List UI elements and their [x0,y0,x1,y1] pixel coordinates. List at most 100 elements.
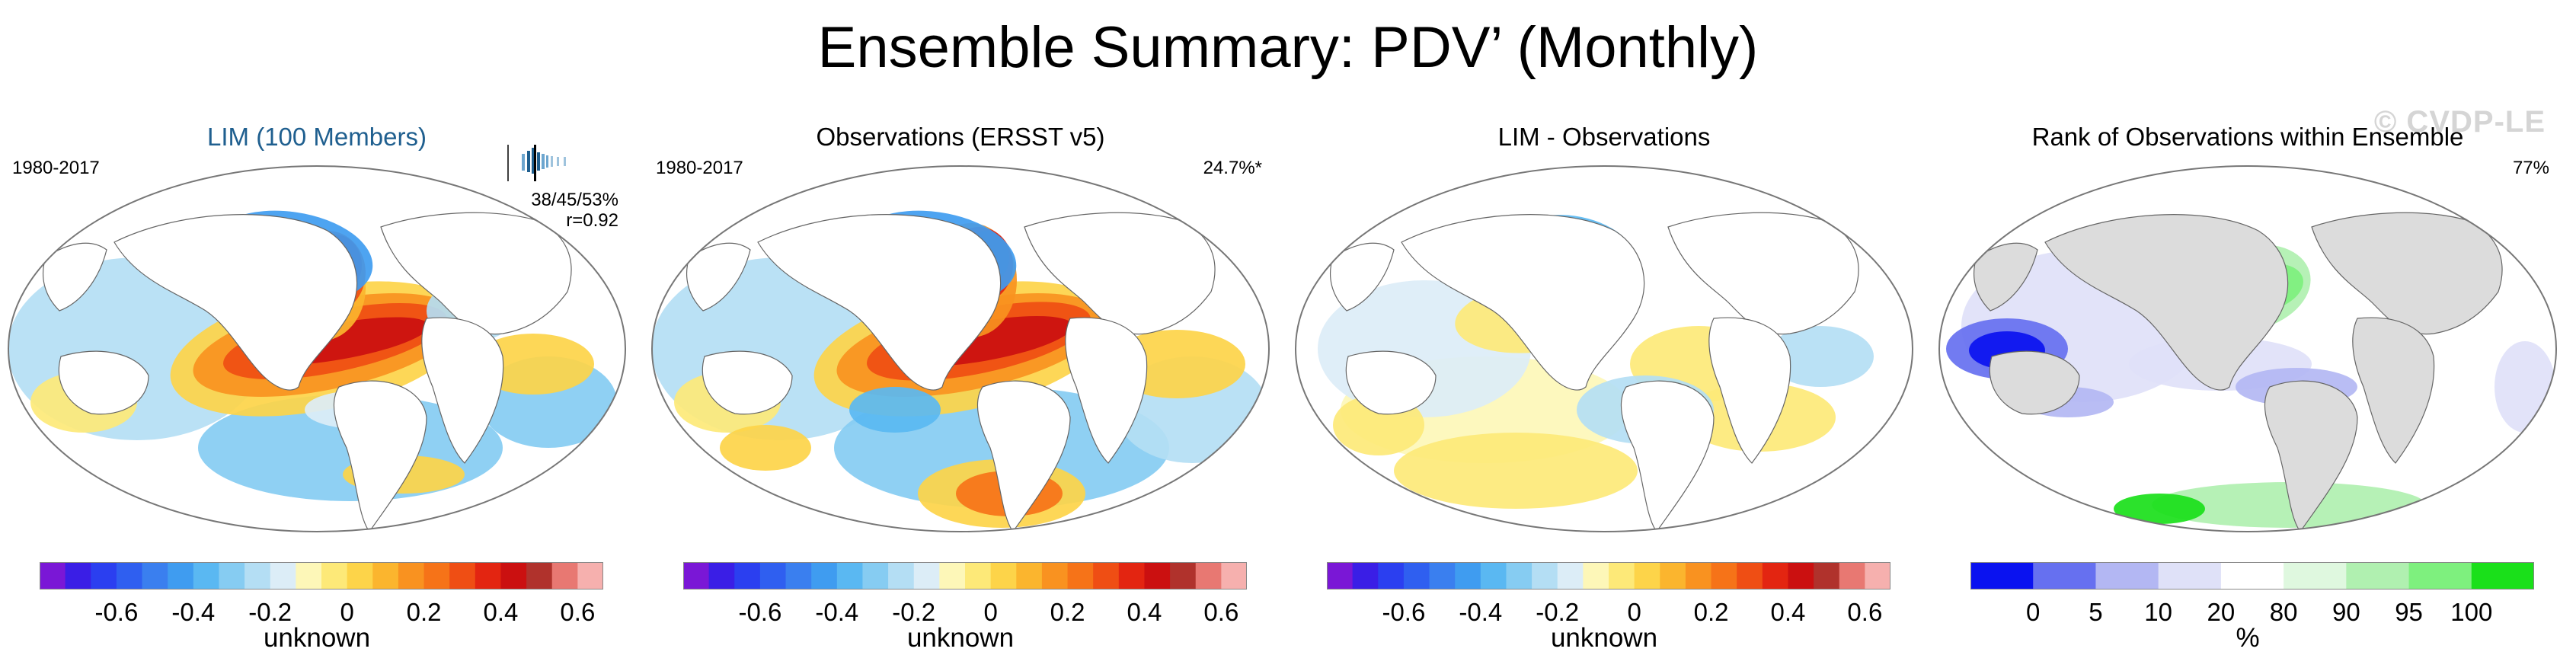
colorbar-segment [1118,562,1145,590]
land-australia [1345,350,1437,415]
colorbar-frame [683,562,1247,590]
colorbar-segment [1737,562,1763,590]
colorbar-segment [888,562,915,590]
colorbar-segment [836,562,863,590]
colorbar-segment [939,562,966,590]
colorbar-segment [759,562,787,590]
panel-observations: Observations (ERSST v5) 1980-2017 24.7%*… [644,114,1277,663]
colorbar-segment [734,562,761,590]
colorbar-tick-label: 0 [983,598,998,626]
map-border [1295,165,1913,532]
land-antarctica [734,531,1193,532]
sst-anomaly-region [849,387,941,433]
main-title: Ensemble Summary: PDV’ (Monthly) [817,15,1759,80]
colorbar-segment [1634,562,1660,590]
colorbar-tick-label: 95 [2395,598,2423,626]
colorbar-segment [1839,562,1865,590]
colorbar-segment [1093,562,1120,590]
colorbar-segment [2220,562,2284,590]
sst-anomaly-region [1394,433,1638,509]
colorbar-segment [1067,562,1094,590]
watermark: © CVDP-LE [2373,105,2546,139]
map-difference [1295,165,1913,532]
period-label: 1980-2017 [656,158,743,178]
colorbar-segment [1583,562,1609,590]
colorbar-tick-label: 80 [2269,598,2298,626]
ensemble-histogram [507,145,566,181]
colorbar-segment [811,562,838,590]
colorbar-segment [1788,562,1814,590]
colorbar-segment [321,562,348,590]
land-eurasia [1667,212,1859,335]
colorbar-segment [372,562,399,590]
land-south-america [976,380,1071,532]
land-south-america [333,380,427,532]
colorbar-segment [91,562,117,590]
colorbar-tick-label: 0.6 [1847,598,1883,626]
colorbar-segment [142,562,168,590]
colorbar-segment [347,562,373,590]
colorbar-units: unknown [1550,623,1658,653]
colorbar-segment [965,562,992,590]
colorbar-segment [526,562,553,590]
colorbar-segment [708,562,735,590]
colorbar-frame [40,562,603,590]
period-label: 1980-2017 [12,158,100,178]
colorbar-tick-label: -0.6 [94,598,139,626]
colorbar-frame [1970,562,2534,590]
colorbar-segment [1685,562,1712,590]
colorbar-segment [1429,562,1456,590]
colorbar-segment [168,562,194,590]
land-eurasia [380,212,572,335]
colorbar-segment [785,562,812,590]
colorbar-units: unknown [263,623,371,653]
map-rank [1938,165,2557,532]
colorbar-segment [1865,562,1890,590]
colorbar-segment [1170,562,1197,590]
colorbar-tick-label: 0 [2026,598,2041,626]
colorbar-units: unknown [906,623,1015,653]
colorbar-segment [398,562,425,590]
colorbar-segment [219,562,245,590]
colorbar-tick-label: 0 [340,598,354,626]
colorbar-segment [449,562,476,590]
land-north-america [1401,214,1645,391]
panel-difference: LIM - Observations -0.6 -0.4 -0.2 0 0.2 0.4 0.… [1287,114,1921,663]
colorbar-segment [577,562,603,590]
land-south-america [1620,380,1715,532]
colorbar-segment [193,562,219,590]
sst-anomaly-region [1767,326,1874,387]
colorbar-tick-label: -0.2 [892,598,936,626]
colorbar-segment [1762,562,1788,590]
stat-rank: 77% [2512,158,2549,178]
land-eurasia [2311,212,2503,335]
panel-title: LIM (100 Members) [207,123,427,151]
panel-title: Rank of Observations within Ensemble [2031,123,2464,151]
colorbar-segment [1352,562,1379,590]
colorbar-segment [2095,562,2159,590]
colorbar-segment [1506,562,1532,590]
colorbar-segment [1557,562,1584,590]
colorbar-segment [2158,562,2222,590]
colorbar-segment [116,562,143,590]
colorbar-observations [683,562,1247,590]
colorbar-segment [296,562,322,590]
colorbar-segment [1532,562,1558,590]
colorbar-tick-label: -0.4 [1459,598,1503,626]
colorbar-segment [475,562,501,590]
colorbar-segment [2408,562,2472,590]
colorbar-tick-label: -0.4 [815,598,859,626]
colorbar-tick-label: -0.6 [738,598,782,626]
colorbar-segment [683,562,710,590]
sst-anomaly-region [720,425,811,471]
colorbar-segment [2471,562,2534,590]
colorbar-segment [1378,562,1405,590]
colorbar-rank [1970,562,2534,590]
land-west-coast [1974,242,2038,312]
land-africa [2352,317,2435,464]
colorbar-segment [913,562,940,590]
colorbar-tick-label: 0.4 [1127,598,1162,626]
land-west-coast [43,242,107,312]
colorbar-segment [1195,562,1222,590]
land-south-america [2264,380,2358,532]
